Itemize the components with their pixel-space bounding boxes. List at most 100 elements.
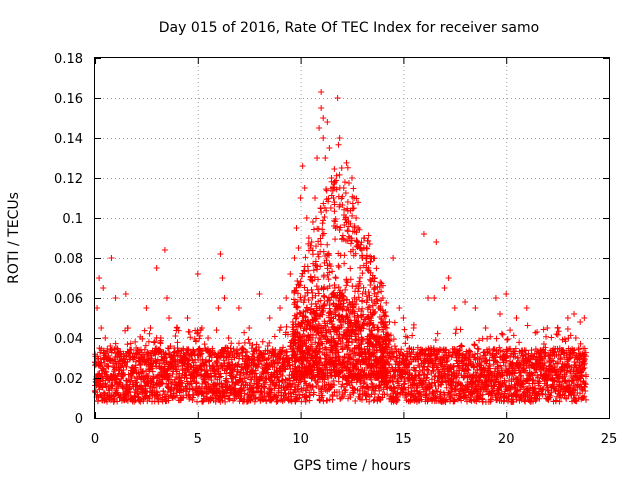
data-point <box>384 391 391 398</box>
data-point <box>271 333 278 340</box>
data-point <box>186 381 193 388</box>
data-point <box>376 387 383 394</box>
data-point <box>260 383 267 390</box>
data-point <box>373 265 380 272</box>
data-point <box>319 392 326 399</box>
data-point <box>391 319 398 326</box>
data-point <box>548 334 555 341</box>
data-point <box>248 345 255 352</box>
data-point <box>371 390 378 397</box>
data-point <box>277 324 284 331</box>
data-point <box>344 164 351 171</box>
data-point <box>317 205 324 212</box>
data-point <box>516 339 523 346</box>
data-point <box>365 385 372 392</box>
data-point <box>175 363 182 370</box>
data-point <box>145 372 152 379</box>
data-point <box>343 276 350 283</box>
data-point <box>262 379 269 386</box>
data-point <box>314 225 321 232</box>
data-point <box>257 358 264 365</box>
data-point <box>267 389 274 396</box>
data-point <box>212 382 219 389</box>
data-point <box>127 340 134 347</box>
data-point <box>410 376 417 383</box>
data-point <box>111 395 118 402</box>
data-point <box>422 375 429 382</box>
data-point <box>186 356 193 363</box>
data-point <box>206 348 213 355</box>
data-point <box>230 366 237 373</box>
data-point <box>274 359 281 366</box>
data-point <box>250 350 257 357</box>
data-point <box>211 369 218 376</box>
data-point <box>302 254 309 261</box>
data-point <box>304 263 311 270</box>
data-point <box>117 379 124 386</box>
data-point <box>401 326 408 333</box>
data-point <box>336 388 343 395</box>
data-point <box>127 378 134 385</box>
data-point <box>197 367 204 374</box>
data-point <box>148 355 155 362</box>
data-point <box>384 383 391 390</box>
data-point <box>323 329 330 336</box>
data-point <box>186 329 193 336</box>
data-point <box>194 370 201 377</box>
data-point <box>223 378 230 385</box>
data-point <box>163 371 170 378</box>
data-point <box>167 343 174 350</box>
data-point <box>153 388 160 395</box>
data-point <box>104 345 111 352</box>
data-point <box>360 380 367 387</box>
data-point <box>397 374 404 381</box>
data-point <box>471 341 478 348</box>
data-point <box>269 346 276 353</box>
data-point <box>128 375 135 382</box>
data-point <box>180 394 187 401</box>
data-point <box>199 398 206 405</box>
data-point <box>217 373 224 380</box>
data-point <box>241 375 248 382</box>
data-point <box>279 372 286 379</box>
data-point <box>564 325 571 332</box>
data-point <box>122 353 129 360</box>
data-point <box>195 346 202 353</box>
data-point <box>222 393 229 400</box>
data-point <box>264 369 271 376</box>
data-point <box>307 392 314 399</box>
data-point <box>180 387 187 394</box>
data-point <box>286 362 293 369</box>
data-point <box>510 332 517 339</box>
data-point <box>120 367 127 374</box>
data-point <box>284 331 291 338</box>
data-point <box>215 355 222 362</box>
data-point <box>389 378 396 385</box>
data-point <box>109 382 116 389</box>
data-point <box>175 327 182 334</box>
data-point <box>196 335 203 342</box>
data-point <box>401 380 408 387</box>
data-point <box>326 396 333 403</box>
data-point <box>414 344 421 351</box>
data-point <box>310 389 317 396</box>
data-point <box>169 371 176 378</box>
data-point <box>213 327 220 334</box>
data-point <box>215 366 222 373</box>
data-point <box>402 340 409 347</box>
data-point <box>310 251 317 258</box>
data-point <box>324 397 331 404</box>
data-point <box>540 340 547 347</box>
data-point <box>324 241 331 248</box>
data-point <box>217 370 224 377</box>
data-point <box>152 351 159 358</box>
data-point <box>108 385 115 392</box>
data-point <box>336 171 343 178</box>
data-point <box>232 385 239 392</box>
data-point <box>430 368 437 375</box>
data-point <box>240 345 247 352</box>
data-point <box>423 374 430 381</box>
data-point <box>283 348 290 355</box>
data-point <box>156 360 163 367</box>
